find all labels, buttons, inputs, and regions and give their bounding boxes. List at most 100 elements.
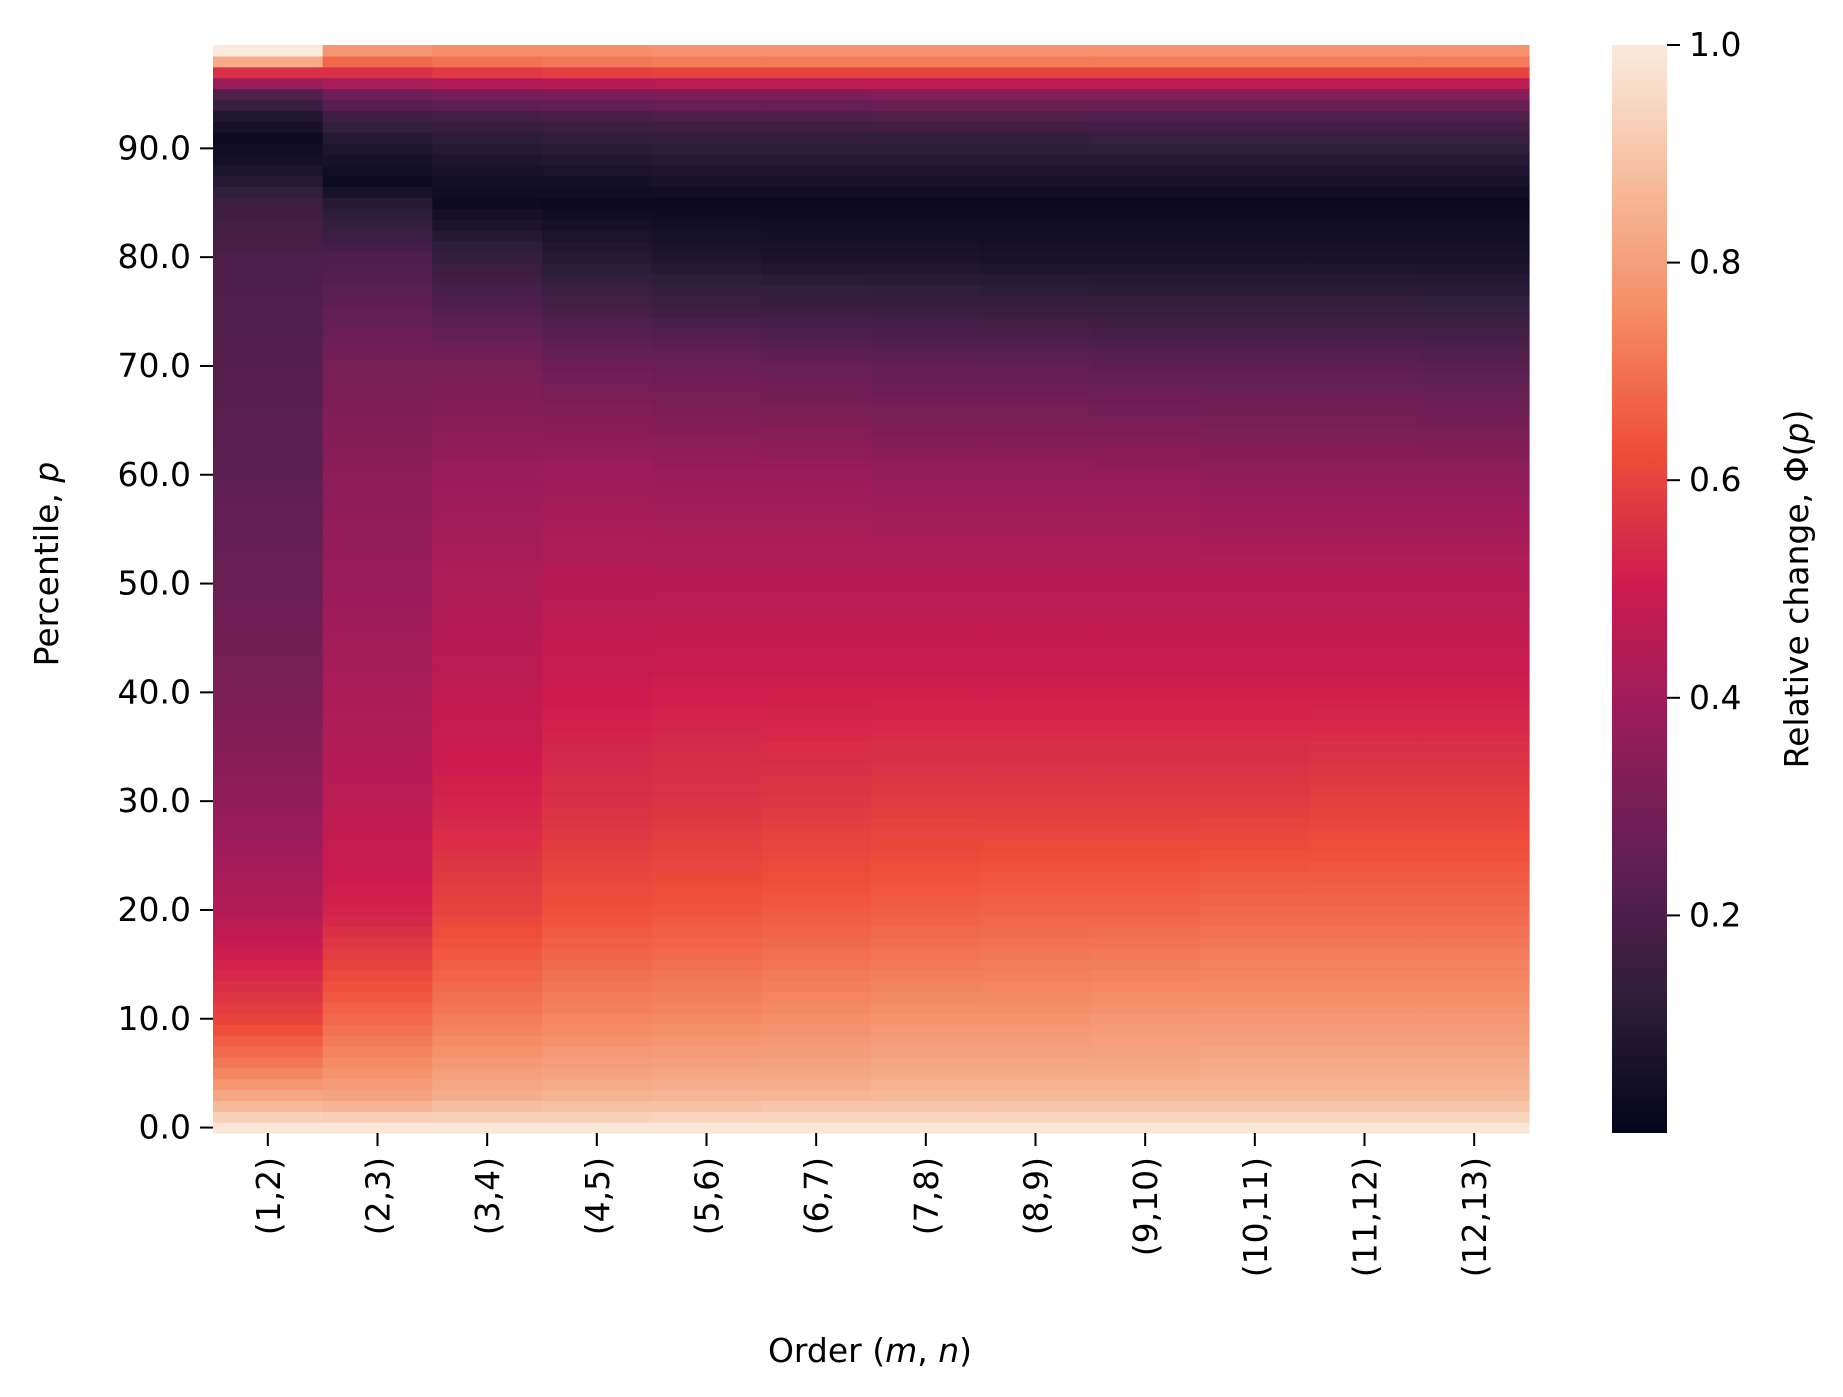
heatmap-cell bbox=[322, 773, 433, 786]
heatmap-cell bbox=[980, 88, 1091, 100]
x-tick-label: (7,8) bbox=[907, 1157, 946, 1235]
heatmap-cell bbox=[542, 219, 653, 231]
y-tick-label: 80.0 bbox=[118, 237, 191, 276]
heatmap-cell bbox=[651, 110, 762, 122]
heatmap-cell bbox=[651, 665, 762, 677]
heatmap-cell bbox=[980, 980, 1091, 993]
heatmap-cell bbox=[1419, 1111, 1530, 1123]
heatmap-cell bbox=[1200, 121, 1311, 133]
heatmap-cell bbox=[322, 632, 433, 644]
x-axis: (1,2) (2,3) (3,4) (4,5) (5,6) (6,7) (7,8) (8,9)… bbox=[249, 1133, 1494, 1277]
heatmap-cell bbox=[761, 1035, 872, 1047]
heatmap-cell bbox=[1090, 1002, 1201, 1014]
heatmap-cell bbox=[542, 404, 653, 416]
heatmap-cell bbox=[1419, 534, 1530, 547]
heatmap-cell bbox=[432, 371, 543, 383]
heatmap-cell bbox=[542, 1067, 653, 1080]
heatmap-cell bbox=[1090, 1089, 1201, 1101]
heatmap-cell bbox=[1309, 730, 1420, 742]
heatmap-cell bbox=[213, 686, 324, 699]
heatmap-cell bbox=[213, 382, 324, 394]
heatmap-cell bbox=[1090, 229, 1201, 242]
heatmap-cell bbox=[432, 654, 543, 666]
heatmap-cell bbox=[871, 730, 982, 742]
heatmap-cell bbox=[1419, 512, 1530, 525]
heatmap-cell bbox=[1309, 425, 1420, 438]
heatmap-cell bbox=[213, 773, 324, 786]
heatmap-cell bbox=[1419, 904, 1530, 916]
heatmap-cell bbox=[1419, 99, 1530, 111]
x-axis-label: Order (m, n) bbox=[768, 1331, 972, 1370]
heatmap-cell bbox=[213, 208, 324, 220]
heatmap-cell bbox=[542, 556, 653, 568]
heatmap-cell bbox=[651, 686, 762, 699]
heatmap-cell bbox=[542, 599, 653, 612]
heatmap-cell bbox=[542, 512, 653, 525]
heatmap-cell bbox=[1200, 676, 1311, 688]
heatmap-cell bbox=[651, 632, 762, 644]
heatmap-cell bbox=[980, 295, 1091, 307]
heatmap-cell bbox=[761, 969, 872, 982]
heatmap-cell bbox=[213, 349, 324, 362]
heatmap-cell bbox=[322, 425, 433, 438]
heatmap-cell bbox=[213, 828, 324, 840]
heatmap-cell bbox=[1200, 45, 1311, 57]
heatmap-cell bbox=[651, 697, 762, 710]
heatmap-cell bbox=[213, 110, 324, 122]
heatmap-cell bbox=[322, 99, 433, 111]
heatmap-cell bbox=[980, 589, 1091, 601]
heatmap-cell bbox=[322, 980, 433, 993]
heatmap-cell bbox=[432, 360, 543, 372]
heatmap-cell bbox=[213, 88, 324, 100]
heatmap-cell bbox=[322, 1111, 433, 1123]
heatmap-cell bbox=[542, 534, 653, 547]
heatmap-cell bbox=[213, 175, 324, 188]
heatmap-cell bbox=[432, 88, 543, 100]
heatmap-cell bbox=[1090, 545, 1201, 557]
heatmap-cell bbox=[761, 284, 872, 296]
heatmap-cell bbox=[980, 567, 1091, 579]
heatmap-cell bbox=[1309, 491, 1420, 503]
heatmap-cell bbox=[1090, 567, 1201, 579]
heatmap-cell bbox=[322, 208, 433, 220]
heatmap-cell bbox=[213, 534, 324, 547]
heatmap-cell bbox=[322, 436, 433, 449]
heatmap-cell bbox=[1090, 1024, 1201, 1036]
heatmap-cell bbox=[542, 882, 653, 895]
heatmap-cell bbox=[871, 349, 982, 362]
heatmap-cell bbox=[322, 610, 433, 623]
heatmap-cell bbox=[1419, 121, 1530, 133]
heatmap-cell bbox=[651, 817, 762, 829]
heatmap-cell bbox=[213, 45, 324, 57]
heatmap-cell bbox=[1090, 893, 1201, 906]
heatmap-cell bbox=[761, 1078, 872, 1091]
heatmap-cell bbox=[542, 784, 653, 797]
heatmap-cell bbox=[432, 795, 543, 808]
heatmap-cell bbox=[761, 501, 872, 514]
heatmap-cell bbox=[322, 958, 433, 971]
heatmap-cell bbox=[651, 45, 762, 57]
heatmap-cell bbox=[1309, 219, 1420, 231]
heatmap-cell bbox=[1309, 567, 1420, 579]
heatmap-cell bbox=[1090, 686, 1201, 699]
heatmap-cell bbox=[1090, 338, 1201, 351]
heatmap-cell bbox=[432, 425, 543, 438]
heatmap-cell bbox=[1309, 665, 1420, 677]
heatmap-cell bbox=[1200, 861, 1311, 873]
heatmap-cell bbox=[871, 306, 982, 318]
heatmap-cell bbox=[322, 338, 433, 351]
heatmap-cell bbox=[980, 284, 1091, 296]
heatmap-cell bbox=[1200, 175, 1311, 188]
heatmap-cell bbox=[542, 1035, 653, 1047]
heatmap-cell bbox=[322, 66, 433, 79]
colorbar-label: Relative change, Φ(p) bbox=[1777, 410, 1816, 769]
heatmap-cell bbox=[1200, 741, 1311, 753]
heatmap-cell bbox=[761, 741, 872, 753]
heatmap-cell bbox=[542, 251, 653, 264]
heatmap-cell bbox=[1309, 676, 1420, 688]
heatmap-cell bbox=[322, 45, 433, 57]
heatmap-cell bbox=[761, 393, 872, 405]
heatmap-cell bbox=[1090, 958, 1201, 971]
heatmap-cell bbox=[651, 132, 762, 144]
heatmap-cell bbox=[1309, 806, 1420, 819]
